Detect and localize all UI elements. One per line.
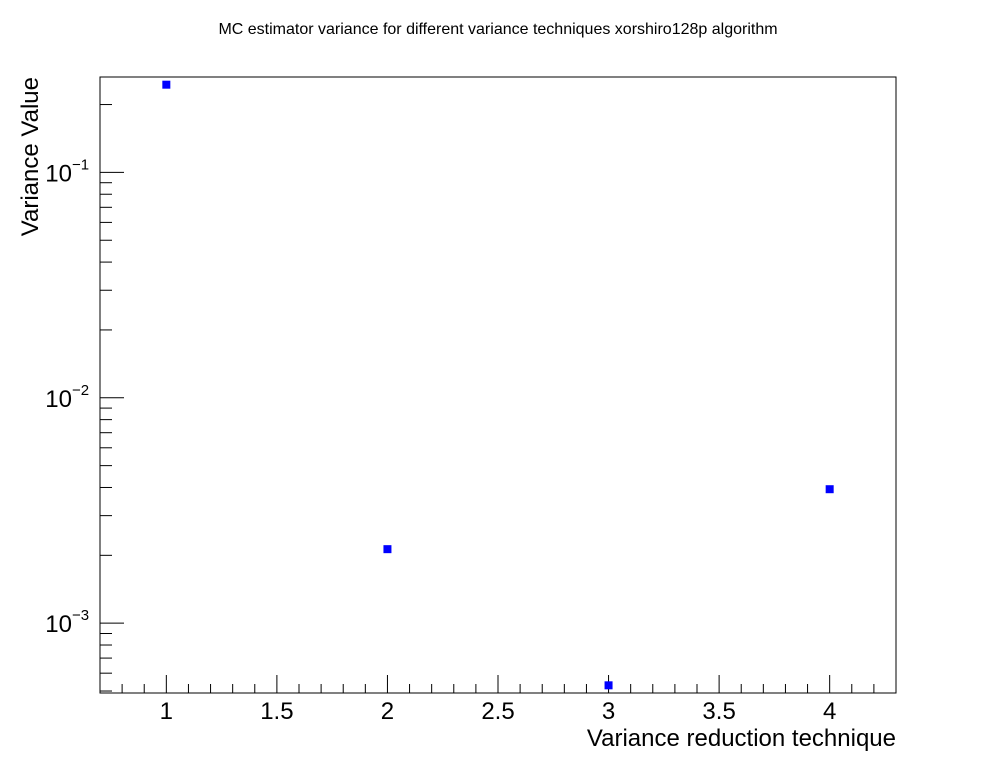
y-tick-label-exponent: −3: [72, 607, 89, 624]
x-tick-label: 3.5: [702, 698, 735, 725]
data-point: [604, 681, 613, 690]
y-tick-label-base: 10: [45, 611, 72, 638]
plot-frame: [99, 76, 897, 694]
data-points: [162, 80, 834, 690]
y-axis-tick-labels: 10−110−210−3: [45, 156, 89, 638]
y-tick-label-exponent: −2: [72, 382, 89, 399]
x-axis-tick-labels: 1 1.5 2 2.5 3 3.5 4: [160, 698, 837, 725]
x-tick-label: 2: [381, 698, 394, 725]
y-axis-title: Variance Value: [17, 77, 44, 236]
data-point: [162, 80, 171, 89]
y-tick-label-base: 10: [45, 386, 72, 413]
x-tick-label: 4: [823, 698, 836, 725]
x-tick-label: 1.5: [260, 698, 293, 725]
y-tick-label: 10 −1: [45, 156, 89, 187]
chart-title: MC estimator variance for different vari…: [218, 21, 777, 38]
y-tick-label: 10 −3: [45, 607, 89, 638]
x-tick-label: 1: [160, 698, 173, 725]
data-point: [383, 545, 392, 554]
data-point: [825, 485, 834, 494]
y-tick-label-exponent: −1: [72, 156, 89, 173]
x-axis-title: Variance reduction technique: [587, 725, 896, 752]
y-tick-label-base: 10: [45, 160, 72, 187]
x-tick-label: 2.5: [481, 698, 514, 725]
y-tick-label: 10 −2: [45, 382, 89, 413]
x-tick-label: 3: [602, 698, 615, 725]
x-axis-ticks: [99, 675, 897, 693]
y-axis-ticks: [100, 104, 124, 692]
